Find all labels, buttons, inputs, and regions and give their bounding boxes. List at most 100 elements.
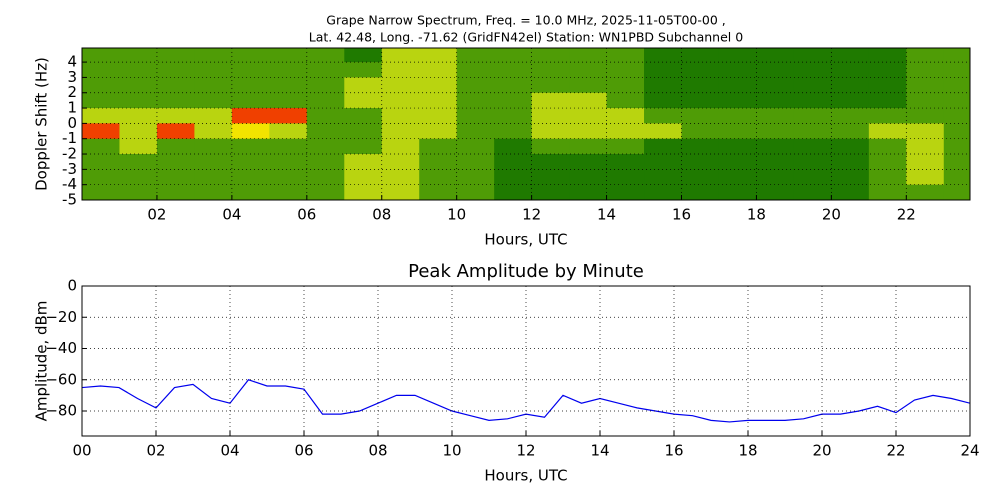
heat-cell <box>194 184 233 200</box>
heat-cell <box>943 62 970 78</box>
heat-cell <box>793 48 832 63</box>
heat-cell <box>718 123 757 140</box>
heat-cell <box>831 62 870 78</box>
heat-cell <box>906 123 945 140</box>
heat-cell <box>681 48 720 63</box>
heat-cell <box>718 138 757 155</box>
heat-cell <box>494 48 533 63</box>
heat-cell <box>381 154 420 170</box>
heat-cell <box>756 62 795 78</box>
heat-cell <box>419 184 458 200</box>
heat-cell <box>868 77 907 94</box>
x-tick-label: 24 <box>960 442 979 460</box>
heat-cell <box>494 108 533 124</box>
plot-frame <box>81 47 971 201</box>
heat-cell <box>494 62 533 78</box>
heat-cell <box>194 123 233 140</box>
heat-cell <box>569 108 608 124</box>
y-axis-label: Amplitude, dBm <box>33 301 51 422</box>
heat-cell <box>606 154 645 170</box>
heat-cell <box>231 184 270 200</box>
heat-cell <box>82 154 120 170</box>
heat-cell <box>756 92 795 109</box>
x-tick-label: 08 <box>368 442 387 460</box>
heat-cell <box>606 48 645 63</box>
x-tick-label: 12 <box>522 206 541 224</box>
x-tick-label: 22 <box>886 442 905 460</box>
heat-cell <box>456 108 495 124</box>
heat-cell <box>531 92 570 109</box>
heat-cell <box>943 138 970 155</box>
heat-cell <box>269 123 308 140</box>
x-tick-label: 22 <box>897 206 916 224</box>
heat-cell <box>119 184 158 200</box>
heat-cell <box>569 123 608 140</box>
heat-cell <box>194 108 233 124</box>
heat-cell <box>82 48 120 63</box>
heat-cell <box>756 77 795 94</box>
heat-cell <box>644 138 682 155</box>
heat-cell <box>868 92 907 109</box>
heat-cell <box>831 123 870 140</box>
heat-cell <box>718 169 757 186</box>
heat-cell <box>531 62 570 78</box>
heat-cell <box>531 123 570 140</box>
heat-cell <box>456 77 495 94</box>
heat-cell <box>756 154 795 170</box>
x-tick-label: 10 <box>442 442 461 460</box>
heat-cell <box>868 123 907 140</box>
heat-cell <box>943 169 970 186</box>
heat-cell <box>194 48 233 63</box>
y-tick-label: 2 <box>67 83 77 101</box>
y-tick-label: 3 <box>67 68 77 86</box>
heat-cell <box>269 48 308 63</box>
heat-cell <box>306 108 345 124</box>
heat-cell <box>569 184 608 200</box>
heat-cell <box>906 92 945 109</box>
heat-cell <box>269 92 308 109</box>
heat-cell <box>681 154 720 170</box>
y-axis-label: Doppler Shift (Hz) <box>33 57 51 191</box>
heat-cell <box>306 77 345 94</box>
heat-cell <box>156 108 195 124</box>
heat-cell <box>344 108 383 124</box>
heat-cell <box>269 77 308 94</box>
heat-cell <box>156 92 195 109</box>
heat-cell <box>606 123 645 140</box>
heat-cell <box>793 123 832 140</box>
heat-cell <box>306 48 345 63</box>
heat-cell <box>381 184 420 200</box>
heat-cell <box>194 169 233 186</box>
heat-cell <box>82 169 120 186</box>
x-tick-label: 20 <box>822 206 841 224</box>
heat-cell <box>306 92 345 109</box>
heat-cell <box>269 138 308 155</box>
heat-cell <box>644 92 682 109</box>
heat-cell <box>718 62 757 78</box>
x-tick-label: 20 <box>812 442 831 460</box>
heat-cell <box>456 48 495 63</box>
heat-cell <box>606 62 645 78</box>
heat-cell <box>456 169 495 186</box>
heat-cell <box>868 138 907 155</box>
x-tick-label: 10 <box>447 206 466 224</box>
heat-cell <box>831 169 870 186</box>
y-tick-label: -5 <box>62 191 77 209</box>
heat-cell <box>943 154 970 170</box>
heat-cell <box>943 92 970 109</box>
heat-cell <box>681 184 720 200</box>
heat-cell <box>718 48 757 63</box>
heat-cell <box>906 62 945 78</box>
heat-cell <box>82 138 120 155</box>
y-tick-label: 0 <box>67 277 77 295</box>
heat-cell <box>381 123 420 140</box>
heat-cell <box>82 77 120 94</box>
heat-cell <box>644 123 682 140</box>
heat-cell <box>943 184 970 200</box>
heat-cell <box>119 123 158 140</box>
heat-cell <box>831 184 870 200</box>
heat-cell <box>381 169 420 186</box>
heat-cell <box>681 169 720 186</box>
heat-cell <box>344 138 383 155</box>
heat-cell <box>681 138 720 155</box>
